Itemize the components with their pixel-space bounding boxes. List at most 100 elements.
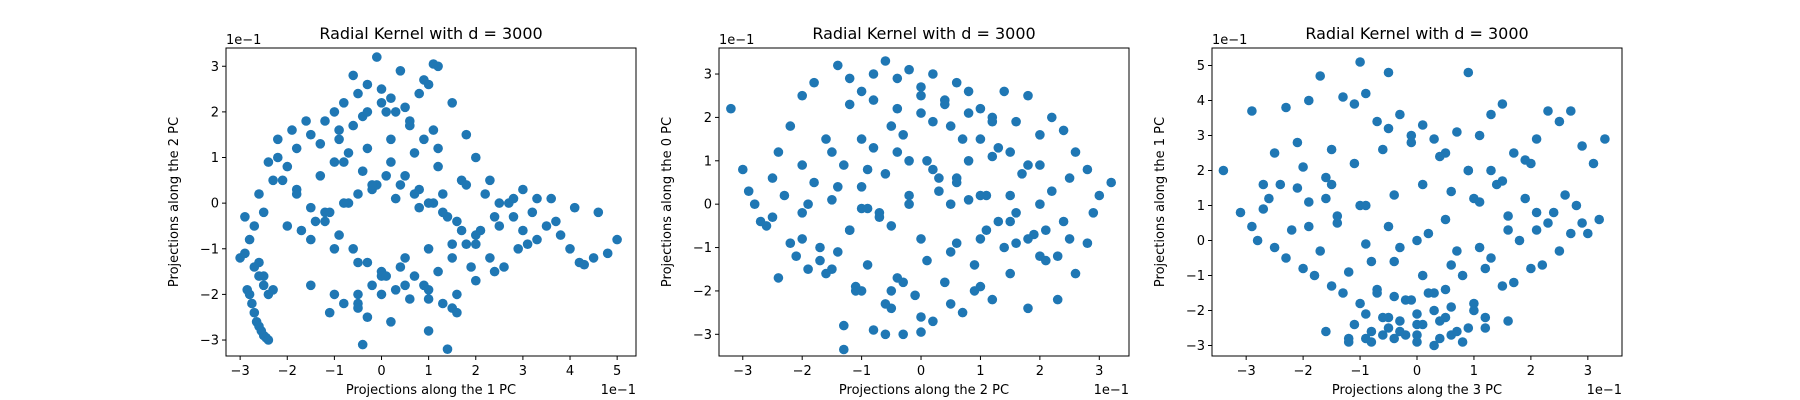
data-point <box>1389 333 1399 344</box>
data-point <box>934 186 944 196</box>
data-point <box>310 216 321 227</box>
data-point <box>1304 95 1314 106</box>
data-point <box>447 253 458 263</box>
data-point <box>1343 337 1354 347</box>
y-offset-label: 1e−1 <box>719 33 754 48</box>
data-point <box>844 73 855 84</box>
data-point <box>951 177 962 188</box>
data-point <box>833 60 843 71</box>
data-point <box>249 307 260 318</box>
data-point <box>1509 277 1519 288</box>
x-tick-label: −2 <box>793 364 812 379</box>
data-point <box>348 120 359 131</box>
data-point <box>1094 190 1105 201</box>
data-point <box>423 244 434 254</box>
data-point <box>414 202 425 213</box>
data-point <box>1480 263 1491 274</box>
data-point <box>390 193 401 204</box>
data-point <box>862 203 873 214</box>
data-point <box>916 327 926 337</box>
data-point <box>1389 190 1399 200</box>
data-point <box>494 198 505 208</box>
data-point <box>969 286 980 296</box>
y-offset-label: 1e−1 <box>226 33 261 48</box>
data-point <box>1321 172 1331 183</box>
data-point <box>922 255 932 266</box>
data-point <box>773 147 784 157</box>
data-point <box>508 193 519 204</box>
data-point <box>400 102 410 113</box>
data-point <box>1548 207 1559 218</box>
data-point <box>376 289 387 300</box>
data-point <box>513 244 523 254</box>
data-point <box>1429 134 1439 144</box>
data-point <box>532 234 542 245</box>
x-tick-label: 3 <box>519 364 527 379</box>
data-point <box>1571 200 1582 211</box>
data-point <box>749 199 760 209</box>
data-point <box>494 221 505 231</box>
data-point <box>898 329 908 340</box>
x-tick-label: 3 <box>1095 364 1103 379</box>
data-point <box>779 190 790 201</box>
data-point <box>880 329 891 340</box>
data-point <box>579 259 589 270</box>
data-point <box>1503 211 1513 221</box>
data-point <box>1383 123 1394 134</box>
data-point <box>975 234 986 244</box>
data-point <box>1452 127 1462 137</box>
x-tick-label: 0 <box>1413 364 1421 379</box>
data-point <box>1440 284 1451 295</box>
data-point <box>395 262 406 272</box>
data-point <box>1474 242 1485 253</box>
data-point <box>569 202 580 213</box>
data-point <box>423 294 434 304</box>
data-point <box>372 52 382 62</box>
data-point <box>452 216 462 227</box>
x-offset-label: 1e−1 <box>1094 383 1129 398</box>
data-point <box>969 260 980 270</box>
data-point <box>362 257 373 268</box>
data-point <box>892 73 903 84</box>
data-point <box>1383 67 1394 78</box>
data-point <box>785 238 796 248</box>
data-point <box>862 164 873 175</box>
data-point <box>1577 141 1587 151</box>
data-point <box>400 253 410 263</box>
data-point <box>1383 221 1394 232</box>
data-point <box>1378 312 1388 323</box>
data-point <box>797 234 807 244</box>
data-point <box>1395 242 1405 253</box>
data-point <box>268 175 278 186</box>
data-point <box>1349 99 1360 109</box>
scatter-points <box>235 52 622 355</box>
x-axis-label: Projections along the 3 PC <box>1332 383 1502 398</box>
data-point <box>1423 288 1434 298</box>
data-point <box>1560 190 1570 200</box>
data-point <box>809 177 819 188</box>
data-point <box>381 107 392 117</box>
x-tick-label: 4 <box>566 364 574 379</box>
data-point <box>1543 218 1553 228</box>
data-point <box>612 234 622 245</box>
data-point <box>263 157 274 167</box>
data-point <box>546 193 556 204</box>
data-point <box>904 199 914 209</box>
y-axis-label: Projections along the 0 PC <box>660 117 675 287</box>
data-point <box>249 262 260 272</box>
data-point <box>1463 323 1474 333</box>
data-point <box>414 88 425 99</box>
data-point <box>815 242 825 253</box>
data-point <box>1011 238 1021 248</box>
data-point <box>381 271 392 281</box>
data-point <box>452 289 462 300</box>
data-point <box>916 234 926 244</box>
y-tick-label: 0 <box>211 197 219 212</box>
data-point <box>1463 165 1474 176</box>
data-point <box>767 212 778 222</box>
data-point <box>1383 323 1394 333</box>
data-point <box>1514 235 1525 246</box>
data-point <box>419 134 429 145</box>
data-point <box>1041 255 1051 266</box>
data-point <box>856 134 867 144</box>
